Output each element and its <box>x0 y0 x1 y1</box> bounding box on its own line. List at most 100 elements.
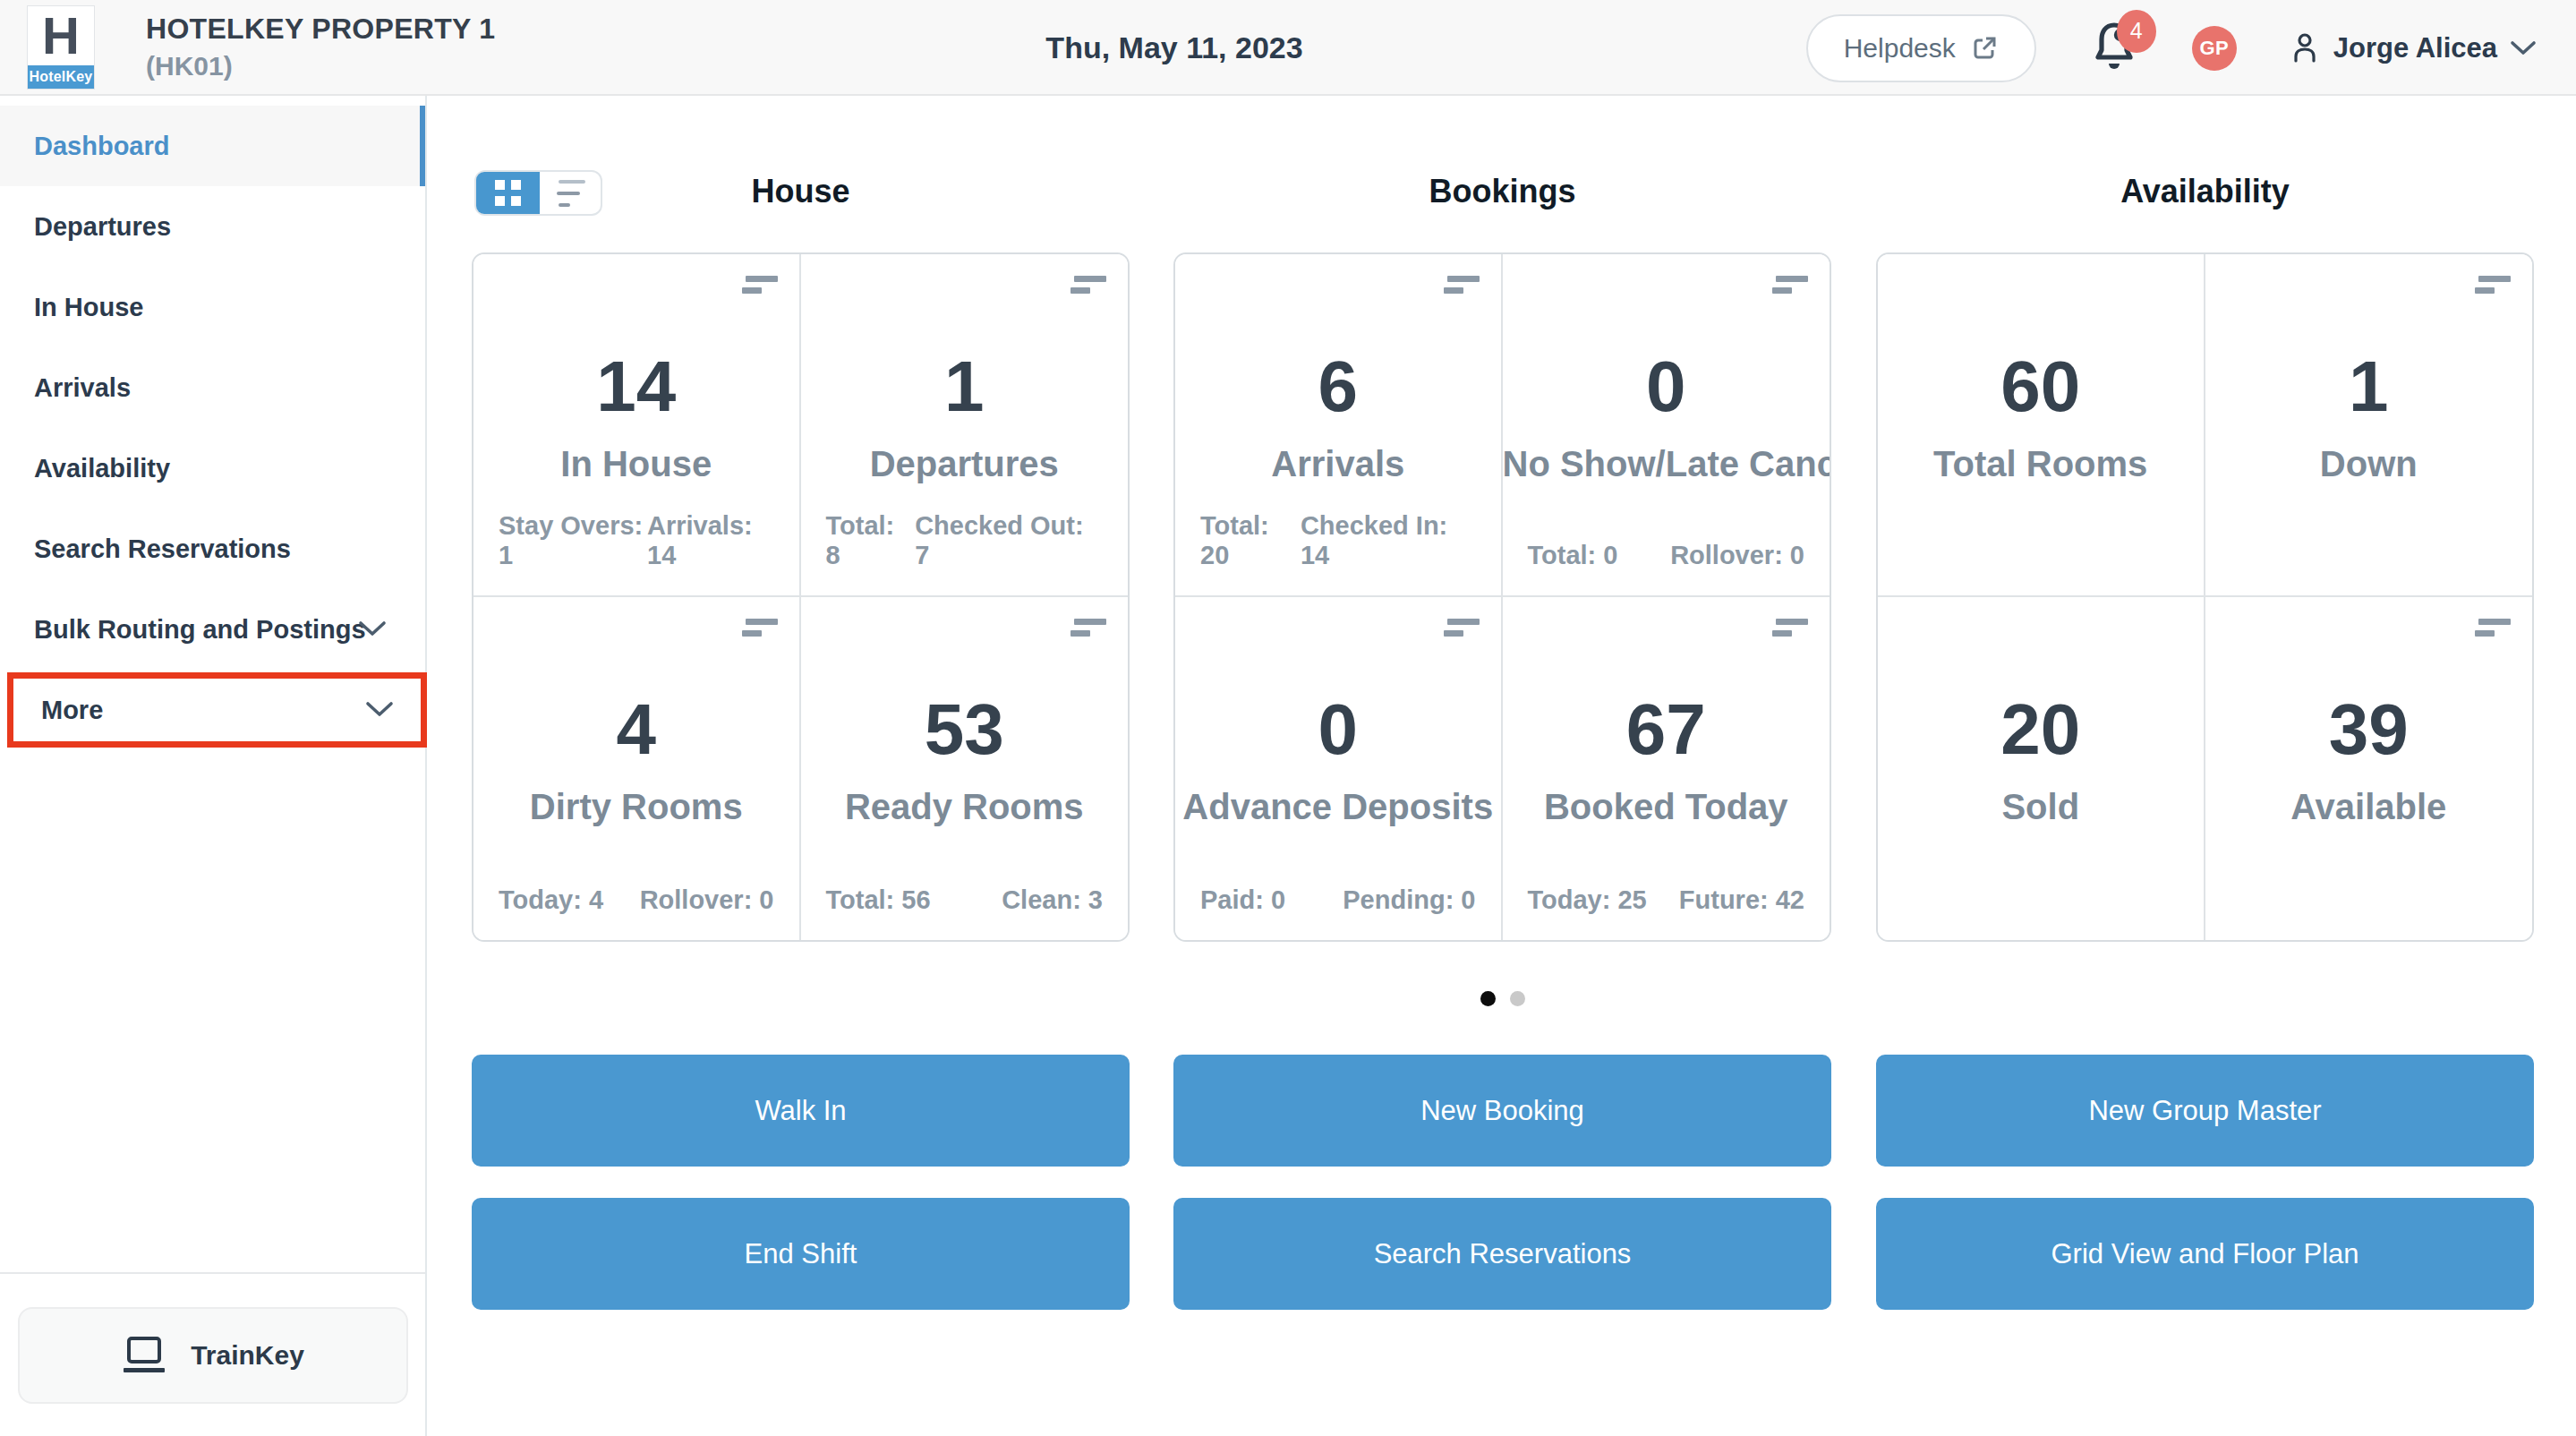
new-group-master-button[interactable]: New Group Master <box>1876 1055 2534 1167</box>
card-menu-icon[interactable] <box>1070 619 1106 637</box>
sidebar-item-label: Departures <box>34 212 171 242</box>
card-menu-icon[interactable] <box>742 619 778 637</box>
stat-value: 67 <box>1503 694 1830 765</box>
stat-label: Advance Deposits <box>1175 787 1501 827</box>
card-menu-icon[interactable] <box>1772 276 1808 294</box>
stat-card-dirty-rooms[interactable]: 4 Dirty Rooms Today: 4 Rollover: 0 <box>473 597 801 940</box>
card-menu-icon[interactable] <box>2475 276 2511 294</box>
notification-badge: 4 <box>2117 10 2156 53</box>
stat-footer: Total: 8 Checked Out: 7 <box>826 511 1104 570</box>
stat-card-ready-rooms[interactable]: 53 Ready Rooms Total: 56 Clean: 3 <box>801 597 1129 940</box>
stat-value: 0 <box>1503 351 1830 423</box>
card-menu-icon[interactable] <box>1444 619 1480 637</box>
stat-card-no-show-late-cancel[interactable]: 0 No Show/Late Cancel Total: 0 Rollover:… <box>1503 254 1830 597</box>
stat-value: 20 <box>1878 694 2204 765</box>
sidebar-item-label: Search Reservations <box>34 534 291 564</box>
notifications-button[interactable]: 4 <box>2088 17 2140 80</box>
stat-footer-right: Clean: 3 <box>1002 885 1103 915</box>
stat-footer: Today: 25 Future: 42 <box>1528 885 1805 915</box>
stat-footer-right: Checked In: 14 <box>1301 511 1476 570</box>
stat-footer-left: Total: 0 <box>1528 541 1618 570</box>
card-menu-icon[interactable] <box>1070 276 1106 294</box>
stat-footer-right: Future: 42 <box>1679 885 1804 915</box>
stat-label: Booked Today <box>1503 787 1830 827</box>
stat-card-booked-today[interactable]: 67 Booked Today Today: 25 Future: 42 <box>1503 597 1830 940</box>
search-reservations-button[interactable]: Search Reservations <box>1173 1198 1831 1310</box>
stat-card-sold[interactable]: 20 Sold <box>1878 597 2205 940</box>
stat-label: No Show/Late Cancel <box>1503 444 1830 484</box>
walk-in-button[interactable]: Walk In <box>472 1055 1130 1167</box>
card-menu-icon[interactable] <box>1444 276 1480 294</box>
property-code: (HK01) <box>146 48 495 84</box>
stat-card-arrivals[interactable]: 6 Arrivals Total: 20 Checked In: 14 <box>1175 254 1503 597</box>
stat-footer-right: Rollover: 0 <box>640 885 774 915</box>
stat-value: 60 <box>1878 351 2204 423</box>
sidebar-item-label: Dashboard <box>34 132 169 161</box>
stat-value: 0 <box>1175 694 1501 765</box>
stat-value: 53 <box>801 694 1129 765</box>
end-shift-button[interactable]: End Shift <box>472 1198 1130 1310</box>
card-group-house: 14 In House Stay Overs: 1 Arrivals: 14 1… <box>472 252 1130 942</box>
stat-card-advance-deposits[interactable]: 0 Advance Deposits Paid: 0 Pending: 0 <box>1175 597 1503 940</box>
card-menu-icon[interactable] <box>1772 619 1808 637</box>
stat-card-in-house[interactable]: 14 In House Stay Overs: 1 Arrivals: 14 <box>473 254 801 597</box>
avatar[interactable]: GP <box>2192 26 2237 71</box>
header-right-group: Helpdesk 4 GP <box>1806 0 2537 96</box>
pagination-dot[interactable] <box>1510 991 1525 1006</box>
stat-footer: Total: 0 Rollover: 0 <box>1528 541 1805 570</box>
user-chevron-down-icon <box>2510 39 2537 57</box>
stat-value: 6 <box>1175 351 1501 423</box>
stat-footer-right: Arrivals: 14 <box>647 511 773 570</box>
stat-label: Dirty Rooms <box>473 787 799 827</box>
sidebar-item-in-house[interactable]: In House <box>0 267 425 347</box>
chevron-down-icon <box>358 620 387 638</box>
helpdesk-label: Helpdesk <box>1844 33 1956 64</box>
stat-label: Sold <box>1878 787 2204 827</box>
stat-value: 4 <box>473 694 799 765</box>
sidebar-item-availability[interactable]: Availability <box>0 428 425 509</box>
stat-footer-right: Checked Out: 7 <box>915 511 1103 570</box>
card-menu-icon[interactable] <box>742 276 778 294</box>
external-link-icon <box>1970 34 1999 63</box>
stat-card-total-rooms[interactable]: 60 Total Rooms <box>1878 254 2205 597</box>
sidebar-item-bulk-routing-and-postings[interactable]: Bulk Routing and Postings <box>0 589 425 670</box>
hotelkey-logo-letter: H <box>28 6 94 65</box>
stat-footer-left: Total: 20 <box>1200 511 1301 570</box>
sidebar-item-arrivals[interactable]: Arrivals <box>0 347 425 428</box>
card-menu-icon[interactable] <box>2475 619 2511 637</box>
helpdesk-button[interactable]: Helpdesk <box>1806 14 2036 82</box>
app-header: H HotelKey HOTELKEY PROPERTY 1 (HK01) Th… <box>0 0 2576 96</box>
stat-card-available[interactable]: 39 Available <box>2205 597 2533 940</box>
new-booking-button[interactable]: New Booking <box>1173 1055 1831 1167</box>
trainkey-button[interactable]: TrainKey <box>18 1307 408 1404</box>
sidebar-item-label: More <box>41 696 103 725</box>
stat-footer-left: Today: 25 <box>1528 885 1647 915</box>
stat-card-departures[interactable]: 1 Departures Total: 8 Checked Out: 7 <box>801 254 1129 597</box>
stat-footer-right: Pending: 0 <box>1343 885 1475 915</box>
trainkey-label: TrainKey <box>191 1340 304 1371</box>
sidebar-item-search-reservations[interactable]: Search Reservations <box>0 509 425 589</box>
stat-footer-left: Paid: 0 <box>1200 885 1285 915</box>
stat-footer-left: Today: 4 <box>499 885 603 915</box>
stat-footer: Total: 56 Clean: 3 <box>826 885 1104 915</box>
carousel-pagination <box>1173 991 1831 1006</box>
grid-view-floor-plan-button[interactable]: Grid View and Floor Plan <box>1876 1198 2534 1310</box>
hotelkey-logo: H HotelKey <box>27 5 95 90</box>
stat-footer: Paid: 0 Pending: 0 <box>1200 885 1476 915</box>
stat-card-down[interactable]: 1 Down <box>2205 254 2533 597</box>
hotelkey-logo-brand: HotelKey <box>28 65 94 89</box>
sidebar-item-more[interactable]: More <box>7 672 427 748</box>
sidebar-item-label: Bulk Routing and Postings <box>34 615 366 645</box>
sidebar-item-dashboard[interactable]: Dashboard <box>0 106 425 186</box>
card-group-availability: 60 Total Rooms 1 Down 20 Sold 39 Availab… <box>1876 252 2534 942</box>
sidebar-bottom: TrainKey <box>0 1272 425 1436</box>
sidebar-item-label: Availability <box>34 454 170 483</box>
user-menu[interactable]: Jorge Alicea <box>2289 30 2537 66</box>
pagination-dot-active[interactable] <box>1480 991 1496 1006</box>
stat-label: Available <box>2205 787 2533 827</box>
stat-value: 1 <box>2205 351 2533 423</box>
property-name: HOTELKEY PROPERTY 1 <box>146 9 495 48</box>
stat-value: 1 <box>801 351 1129 423</box>
sidebar-item-departures[interactable]: Departures <box>0 186 425 267</box>
person-icon <box>2289 30 2321 66</box>
